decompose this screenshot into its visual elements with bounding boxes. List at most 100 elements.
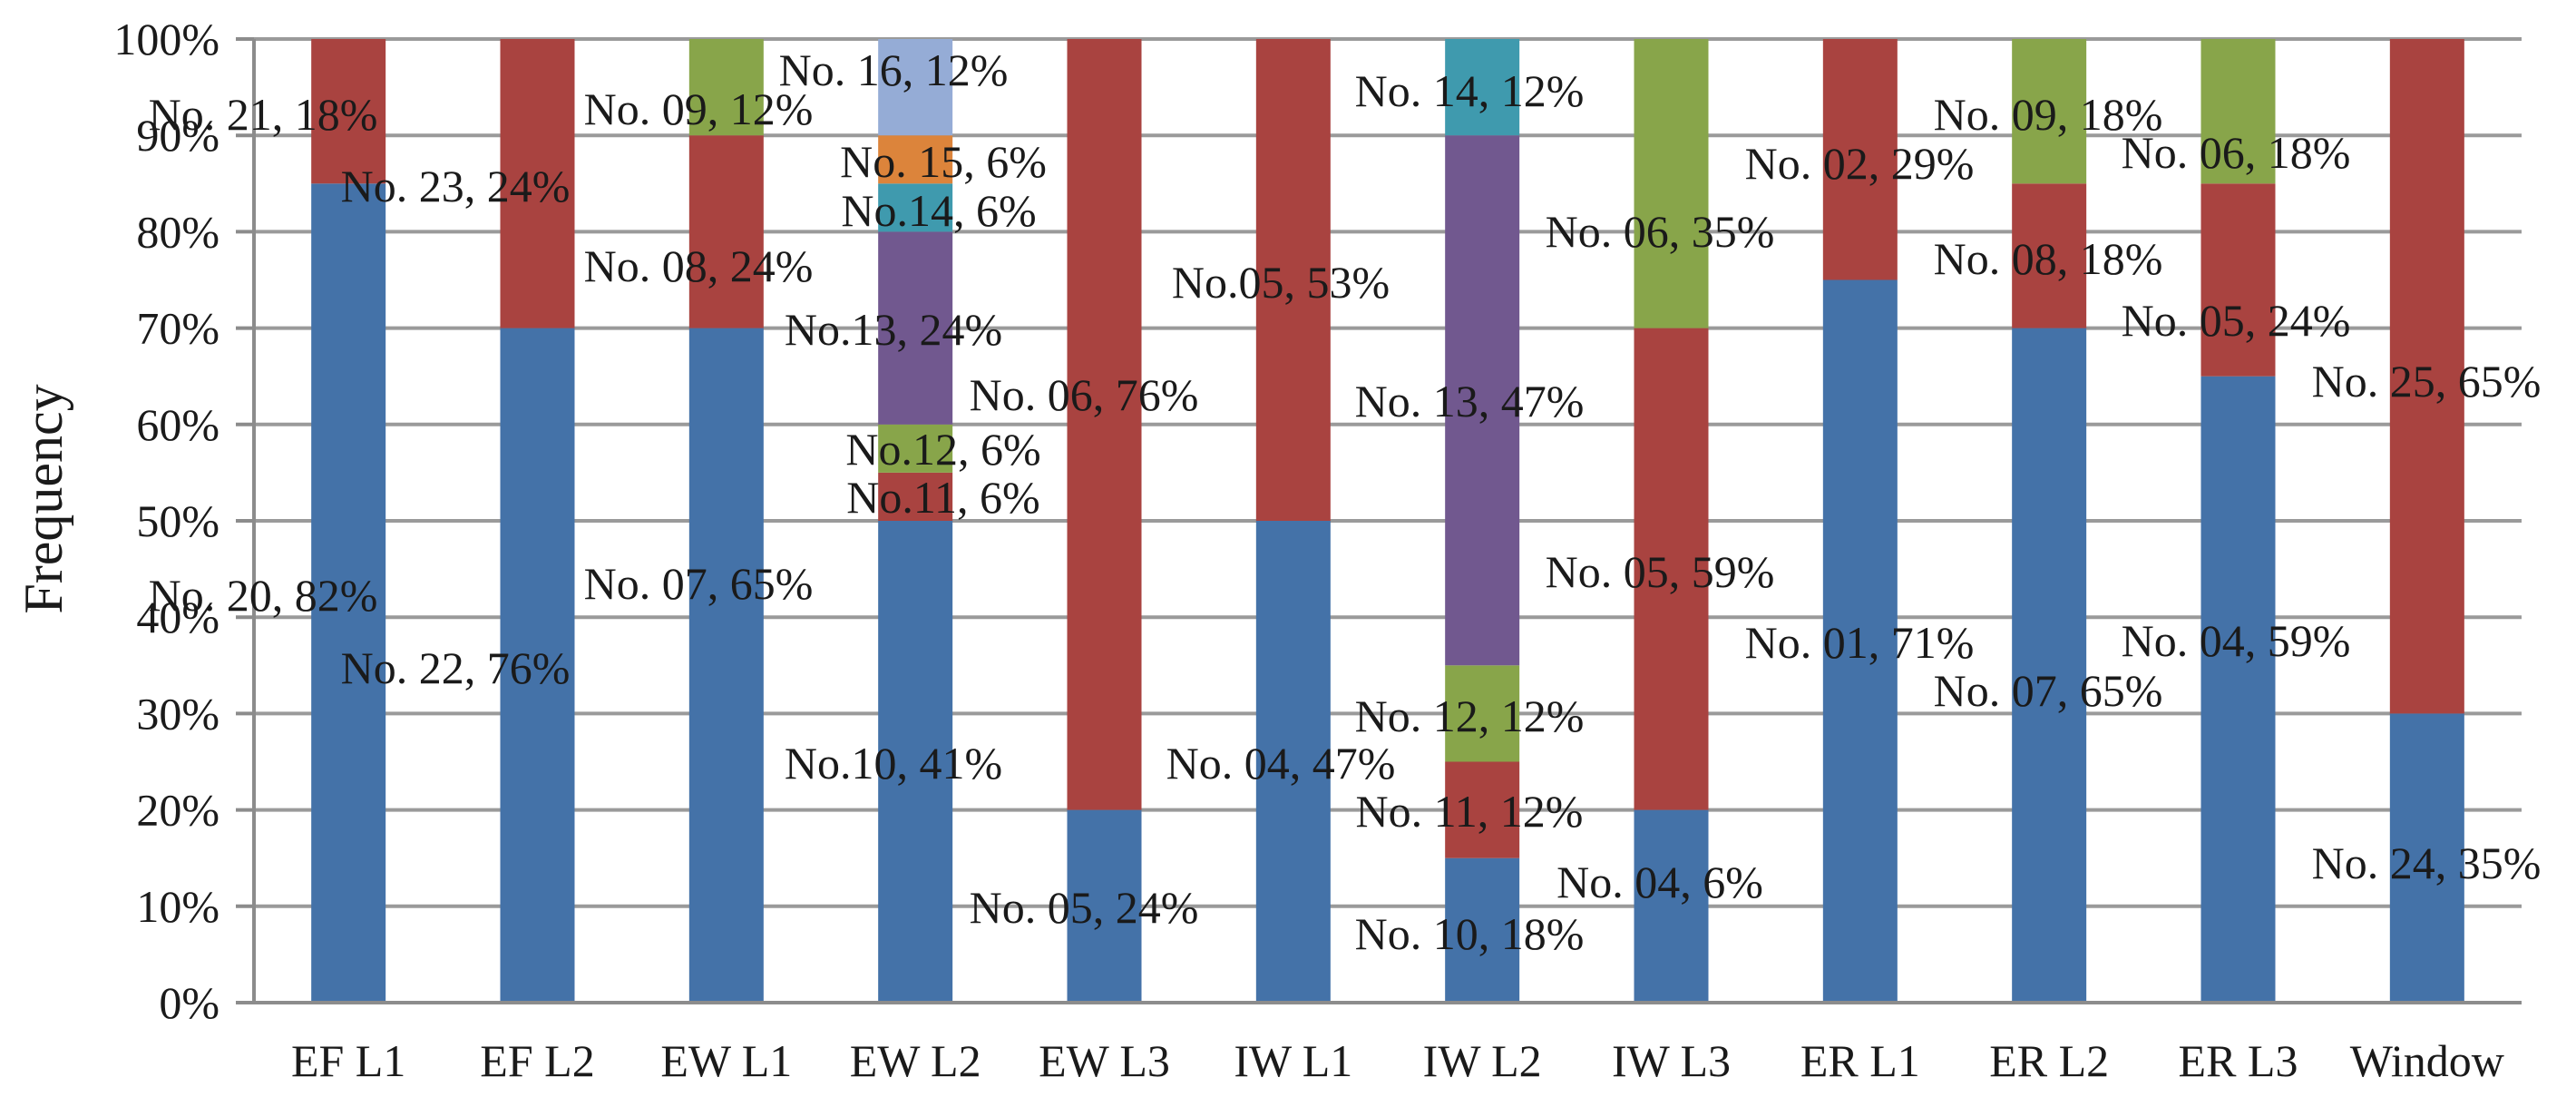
data-label: No.14, 6% (841, 185, 1036, 236)
data-label: No. 05, 24% (2122, 295, 2351, 346)
bar-segment (878, 521, 953, 1003)
data-label: No. 25, 65% (2312, 356, 2542, 406)
x-tick-label: EF L1 (291, 1035, 405, 1086)
y-tick-label: 20% (136, 785, 220, 836)
x-tick-label: ER L1 (1800, 1035, 1920, 1086)
data-label: No. 04, 6% (1556, 857, 1763, 907)
bar-segment (1445, 665, 1520, 762)
data-label: No. 23, 24% (341, 161, 571, 211)
bar-segment (1822, 39, 1898, 280)
bar-segment (1067, 809, 1142, 1003)
data-label: No. 16, 12% (779, 44, 1009, 95)
axes: 0% 10% 20% 30% 40% 50% 60% 70% 80% 90% 100% EF L1 EF… (113, 14, 2522, 1086)
bar-segment (1822, 279, 1898, 1003)
x-tick-label: ER L2 (1989, 1035, 2109, 1086)
data-labels: No. 20, 82% No. 21, 18% No. 22, 76% No. 23,… (149, 44, 2542, 959)
data-label: No. 15, 6% (840, 136, 1047, 187)
data-label: No. 11, 12% (1356, 786, 1584, 837)
data-label: No.11, 6% (846, 472, 1039, 523)
data-label: No. 06, 35% (1546, 206, 1775, 257)
bar-segment (311, 39, 386, 184)
bar-segment (1634, 328, 1709, 810)
data-label: No. 14, 12% (1355, 65, 1585, 116)
x-tick-label: EF L2 (480, 1035, 594, 1086)
bar-segment (1255, 39, 1331, 521)
bar-segment (1445, 857, 1520, 1003)
x-tick-label: EW L1 (660, 1035, 792, 1086)
data-label: No. 02, 29% (1745, 138, 1975, 189)
data-label: No. 06, 18% (2122, 127, 2351, 178)
bar-segment (688, 39, 764, 136)
data-label: No. 05, 59% (1546, 546, 1775, 597)
bar-segment (878, 231, 953, 425)
bar-segment (878, 472, 953, 521)
bar-segment (2200, 376, 2276, 1003)
data-label: No. 09, 12% (584, 83, 814, 134)
bar-segment (311, 183, 386, 1004)
y-tick-label: 70% (136, 303, 220, 354)
y-tick-label: 30% (136, 688, 220, 739)
bar-segment (500, 39, 575, 328)
bar-segment (2389, 713, 2464, 1003)
gridlines (254, 37, 2522, 908)
bar-segment (2012, 328, 2087, 1004)
data-label: No. 07, 65% (584, 558, 814, 609)
y-tick-label: 10% (136, 881, 220, 932)
y-tick-label: 60% (136, 399, 220, 450)
data-label: No. 07, 65% (1934, 665, 2163, 716)
data-label: No.13, 24% (785, 304, 1002, 355)
y-tick-label: 0% (159, 977, 220, 1028)
bar-segment (2012, 183, 2087, 328)
bar-segment (878, 135, 953, 184)
data-label: No.10, 41% (785, 738, 1002, 788)
bar-segment (878, 39, 953, 136)
bar-segment (1634, 39, 1709, 328)
data-label: No. 13, 47% (1355, 376, 1585, 426)
bar-segment (1445, 39, 1520, 136)
y-tick-label: 80% (136, 206, 220, 257)
bar-segment (500, 328, 575, 1004)
data-label: No. 05, 24% (970, 882, 1199, 933)
bar-segment (1634, 809, 1709, 1003)
bar-segment (1445, 761, 1520, 858)
bar-segment (2200, 39, 2276, 184)
bar-segment (878, 183, 953, 232)
y-tick-label: 50% (136, 495, 220, 546)
x-tick-label: Window (2350, 1035, 2504, 1086)
data-label: No. 21, 18% (149, 89, 378, 140)
data-label: No. 20, 82% (149, 570, 378, 621)
bar-segment (688, 135, 764, 328)
x-tick-label: IW L3 (1612, 1035, 1731, 1086)
bar-segment (1445, 135, 1520, 666)
bar-segment (1255, 521, 1331, 1003)
x-tick-label: EW L3 (1039, 1035, 1170, 1086)
data-label: No. 04, 59% (2122, 615, 2351, 666)
data-label: No. 12, 12% (1355, 691, 1585, 741)
y-tick-label: 100% (113, 14, 220, 64)
data-label: No. 04, 47% (1166, 738, 1396, 788)
x-tick-label: ER L3 (2179, 1035, 2298, 1086)
y-tick-label: 90% (136, 110, 220, 161)
data-label: No. 22, 76% (341, 642, 571, 693)
bars (311, 39, 2464, 1004)
data-label: No. 24, 35% (2312, 837, 2542, 888)
bar-segment (2389, 39, 2464, 714)
x-tick-label: EW L2 (850, 1035, 981, 1086)
data-label: No. 06, 76% (970, 369, 1199, 420)
y-tick-label: 40% (136, 592, 220, 642)
y-axis-title: Frequency (14, 384, 73, 613)
bar-segment (2200, 183, 2276, 377)
bar-segment (1067, 39, 1142, 810)
data-label: No. 01, 71% (1745, 617, 1975, 668)
data-label: No. 09, 18% (1934, 89, 2163, 140)
bar-segment (878, 424, 953, 473)
data-label: No. 10, 18% (1355, 908, 1585, 959)
x-tick-label: IW L2 (1423, 1035, 1542, 1086)
bar-segment (2012, 39, 2087, 184)
bar-segment (688, 328, 764, 1004)
x-tick-label: IW L1 (1234, 1035, 1352, 1086)
data-label: No.12, 6% (845, 424, 1040, 475)
data-label: No. 08, 18% (1934, 233, 2163, 284)
